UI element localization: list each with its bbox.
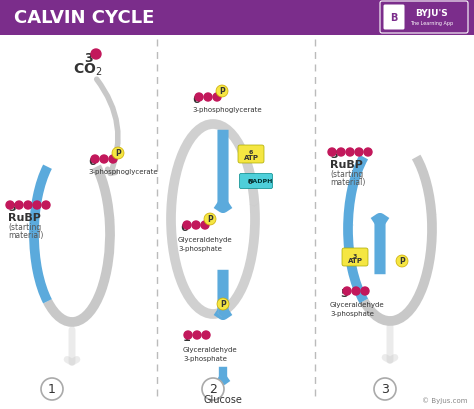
Text: P: P [220,300,226,309]
Circle shape [213,94,221,102]
Circle shape [201,221,209,229]
Text: NADPH: NADPH [247,179,273,184]
Text: 3: 3 [353,253,357,258]
Text: 3: 3 [330,150,337,160]
Circle shape [33,202,41,209]
Circle shape [15,202,23,209]
Text: 2: 2 [209,382,217,396]
FancyBboxPatch shape [0,0,474,36]
Text: Glucose: Glucose [203,394,242,404]
Text: 6: 6 [88,157,96,166]
Text: 3-phosphate: 3-phosphate [330,310,374,316]
Text: 3-phosphoglycerate: 3-phosphoglycerate [88,169,158,175]
Text: 3: 3 [84,52,92,64]
Text: 6: 6 [249,150,253,155]
Circle shape [361,287,369,295]
Text: material): material) [8,231,44,240]
Text: © Byjus.com: © Byjus.com [422,396,468,403]
Circle shape [202,331,210,339]
Circle shape [109,155,117,164]
Circle shape [352,287,360,295]
Text: P: P [207,215,213,224]
Text: Glyceraldehyde: Glyceraldehyde [183,346,237,352]
Circle shape [343,287,351,295]
Circle shape [355,148,363,157]
Text: RuBP: RuBP [8,213,41,222]
FancyBboxPatch shape [239,174,273,189]
Circle shape [192,221,200,229]
Circle shape [6,202,14,209]
Text: CALVIN CYCLE: CALVIN CYCLE [14,9,155,27]
Circle shape [42,202,50,209]
Text: 5: 5 [340,288,347,298]
Text: Glyceraldehyde: Glyceraldehyde [178,236,233,243]
Text: B: B [390,13,398,23]
Circle shape [41,378,63,400]
Circle shape [396,255,408,267]
Circle shape [217,298,229,310]
Circle shape [202,378,224,400]
Text: material): material) [330,178,365,187]
Text: 1: 1 [183,332,191,342]
FancyBboxPatch shape [342,248,368,266]
Text: CO$_2$: CO$_2$ [73,62,103,78]
Circle shape [112,148,124,160]
Text: 3-phosphate: 3-phosphate [178,245,222,252]
Circle shape [374,378,396,400]
Text: P: P [399,257,405,266]
Text: BYJU'S: BYJU'S [416,9,448,18]
Circle shape [184,331,192,339]
Circle shape [91,155,99,164]
Circle shape [364,148,372,157]
Text: 6: 6 [247,179,252,184]
Text: (starting: (starting [8,223,41,232]
Circle shape [100,155,108,164]
Text: Glyceraldehyde: Glyceraldehyde [330,301,384,307]
Text: ATP: ATP [244,155,258,161]
Text: (starting: (starting [330,170,363,179]
Circle shape [346,148,354,157]
Circle shape [24,202,32,209]
Text: 3: 3 [381,382,389,396]
Text: 3-phosphoglycerate: 3-phosphoglycerate [192,107,262,113]
Circle shape [204,94,212,102]
Circle shape [183,221,191,229]
Text: RuBP: RuBP [330,160,363,170]
FancyBboxPatch shape [238,146,264,164]
Circle shape [204,213,216,225]
Text: 6: 6 [180,222,188,232]
Text: P: P [115,149,121,158]
Circle shape [328,148,336,157]
Text: P: P [219,87,225,96]
Text: The Learning App: The Learning App [410,21,454,27]
Circle shape [193,331,201,339]
Circle shape [337,148,345,157]
Text: ATP: ATP [347,257,363,263]
FancyBboxPatch shape [383,5,404,30]
Text: 1: 1 [48,382,56,396]
Circle shape [91,50,101,60]
Text: 3: 3 [8,202,16,213]
Circle shape [216,86,228,98]
Text: 6: 6 [192,95,200,105]
FancyBboxPatch shape [380,2,468,34]
Circle shape [195,94,203,102]
Text: 3-phosphate: 3-phosphate [183,355,227,361]
